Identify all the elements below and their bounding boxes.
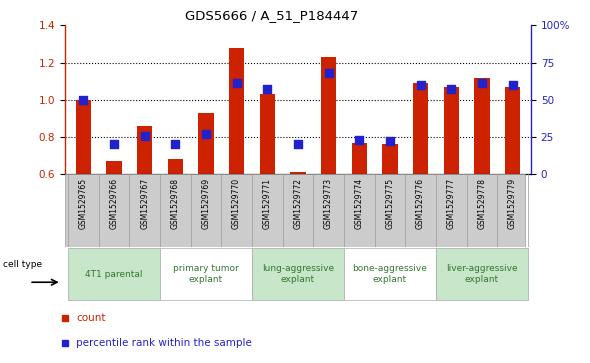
Text: bone-aggressive
explant: bone-aggressive explant — [352, 264, 427, 284]
Point — [508, 82, 517, 88]
Bar — [252, 248, 344, 300]
Bar — [68, 248, 160, 300]
Point — [293, 142, 303, 147]
Bar — [321, 57, 336, 286]
Bar — [436, 248, 528, 300]
Point — [263, 86, 272, 92]
Point — [385, 139, 395, 144]
Bar — [382, 144, 398, 286]
Text: GSM1529777: GSM1529777 — [447, 178, 455, 229]
Bar — [290, 172, 306, 286]
Point — [416, 82, 425, 88]
Text: GSM1529778: GSM1529778 — [477, 178, 486, 229]
Text: primary tumor
explant: primary tumor explant — [173, 264, 239, 284]
Text: percentile rank within the sample: percentile rank within the sample — [76, 338, 252, 348]
Text: cell type: cell type — [3, 261, 42, 269]
Point — [447, 86, 456, 92]
Text: GSM1529765: GSM1529765 — [79, 178, 88, 229]
Text: GDS5666 / A_51_P184447: GDS5666 / A_51_P184447 — [185, 9, 358, 22]
Bar — [474, 77, 490, 286]
Bar — [160, 248, 252, 300]
Text: lung-aggressive
explant: lung-aggressive explant — [262, 264, 334, 284]
Text: GSM1529767: GSM1529767 — [140, 178, 149, 229]
Text: GSM1529769: GSM1529769 — [201, 178, 211, 229]
Bar — [106, 161, 122, 286]
Bar — [229, 48, 244, 286]
Point — [477, 81, 487, 86]
Text: GSM1529770: GSM1529770 — [232, 178, 241, 229]
Point — [109, 142, 119, 147]
Text: GSM1529774: GSM1529774 — [355, 178, 364, 229]
Text: GSM1529773: GSM1529773 — [324, 178, 333, 229]
Bar — [413, 83, 428, 286]
Point — [355, 137, 364, 143]
Bar — [344, 248, 436, 300]
Bar — [168, 159, 183, 286]
Bar — [505, 87, 520, 286]
Text: GSM1529775: GSM1529775 — [385, 178, 395, 229]
Point — [201, 131, 211, 137]
Bar — [76, 100, 91, 286]
Bar — [137, 126, 152, 286]
Bar — [260, 94, 275, 286]
Bar — [352, 143, 367, 286]
Bar — [198, 113, 214, 286]
Bar — [444, 87, 459, 286]
Text: GSM1529779: GSM1529779 — [508, 178, 517, 229]
Point — [324, 70, 333, 76]
Point — [78, 97, 88, 103]
Text: 4T1 parental: 4T1 parental — [85, 270, 143, 278]
Text: count: count — [76, 313, 106, 323]
Text: liver-aggressive
explant: liver-aggressive explant — [446, 264, 518, 284]
Point — [171, 142, 180, 147]
Text: GSM1529771: GSM1529771 — [263, 178, 272, 229]
Point — [140, 132, 149, 138]
Text: GSM1529766: GSM1529766 — [110, 178, 119, 229]
Text: GSM1529768: GSM1529768 — [171, 178, 180, 229]
Text: GSM1529776: GSM1529776 — [416, 178, 425, 229]
Point — [232, 81, 241, 86]
Text: GSM1529772: GSM1529772 — [293, 178, 303, 229]
